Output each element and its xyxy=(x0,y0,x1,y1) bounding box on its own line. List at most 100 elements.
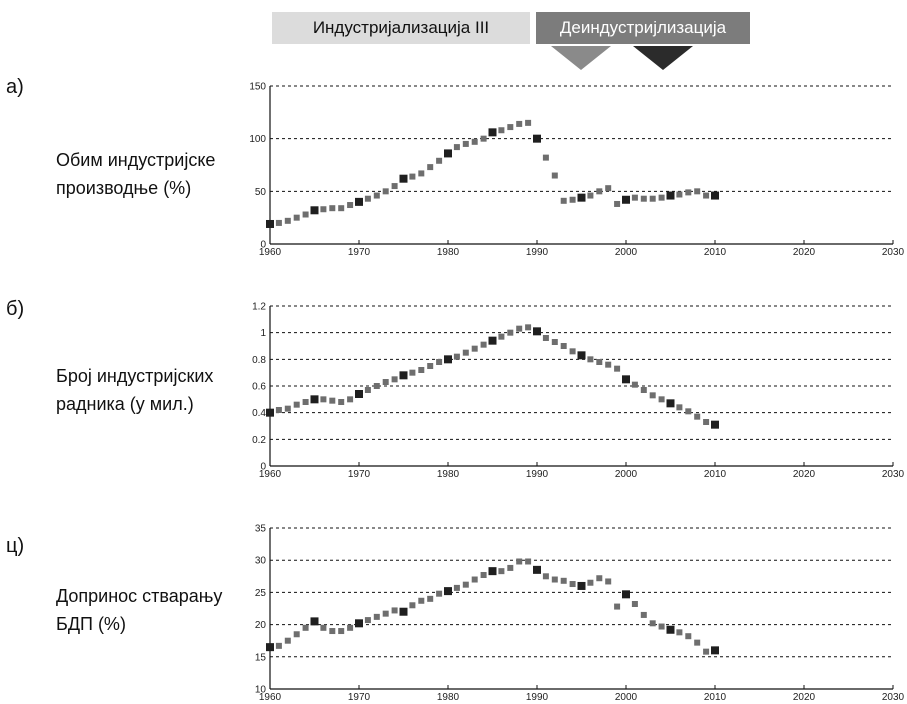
y-tick-label: 100 xyxy=(249,134,266,145)
data-point xyxy=(516,325,523,332)
y-tick-label: 0.2 xyxy=(252,435,266,446)
data-point xyxy=(622,195,630,204)
data-point xyxy=(498,568,505,575)
data-point xyxy=(409,602,416,609)
y-tick-label: 0 xyxy=(260,240,266,251)
data-point xyxy=(471,576,478,583)
data-point xyxy=(391,376,398,383)
data-point xyxy=(596,575,603,582)
data-point xyxy=(694,639,701,646)
data-point xyxy=(488,336,497,345)
data-point xyxy=(338,399,345,405)
data-point xyxy=(631,194,638,201)
x-tick-label: 1980 xyxy=(437,247,460,258)
data-point xyxy=(703,419,710,425)
row-description-c-line1: Допринос стварању xyxy=(56,586,223,606)
x-tick-label: 2030 xyxy=(882,469,905,480)
x-tick-label: 1990 xyxy=(526,692,549,703)
data-point xyxy=(533,565,541,574)
y-tick-label: 150 xyxy=(249,82,266,93)
data-point xyxy=(488,128,497,137)
data-point xyxy=(399,371,408,380)
data-point xyxy=(399,607,408,616)
data-point xyxy=(444,587,452,596)
period-industrialization-label: Индустријализација III xyxy=(312,18,490,37)
data-point xyxy=(640,195,647,202)
data-point xyxy=(409,173,416,180)
data-point xyxy=(453,584,460,591)
data-point xyxy=(525,558,532,565)
x-tick-label: 1980 xyxy=(437,469,460,480)
data-point xyxy=(329,397,336,404)
data-point xyxy=(560,197,567,204)
row-description-a: Обим индустријске производње (%) xyxy=(56,146,215,202)
data-point xyxy=(418,367,425,373)
period-industrialization-bar: Индустријализација III xyxy=(272,12,530,44)
data-point xyxy=(649,195,656,202)
data-point xyxy=(418,170,425,177)
data-point xyxy=(658,194,665,201)
data-point xyxy=(338,628,345,635)
x-tick-label: 1990 xyxy=(526,247,549,258)
data-point xyxy=(480,572,487,579)
x-tick-label: 1970 xyxy=(348,692,371,703)
data-point xyxy=(364,387,371,393)
data-point xyxy=(516,120,523,127)
data-point xyxy=(382,379,389,385)
data-point xyxy=(320,624,327,631)
data-point xyxy=(462,140,469,147)
data-point xyxy=(444,355,452,364)
data-point xyxy=(480,135,487,142)
data-point xyxy=(605,185,612,192)
data-point xyxy=(364,195,371,202)
data-point xyxy=(409,369,416,376)
x-tick-label: 1960 xyxy=(259,692,282,703)
data-point xyxy=(649,620,656,627)
y-tick-label: 0 xyxy=(260,462,266,473)
data-point xyxy=(302,211,309,218)
data-point xyxy=(347,202,354,209)
data-point xyxy=(577,193,586,202)
data-point xyxy=(382,188,389,195)
data-point xyxy=(587,579,594,586)
data-point xyxy=(676,404,683,411)
data-point xyxy=(391,183,398,190)
y-tick-label: 50 xyxy=(255,187,267,198)
data-point xyxy=(507,329,514,336)
data-point xyxy=(711,191,719,200)
data-point xyxy=(614,603,621,610)
y-tick-label: 35 xyxy=(255,524,267,535)
row-description-a-line1: Обим индустријске xyxy=(56,150,216,170)
data-point xyxy=(587,192,594,199)
data-point xyxy=(551,576,558,583)
data-point xyxy=(533,327,541,336)
y-tick-label: 0.8 xyxy=(252,355,266,366)
data-point xyxy=(462,349,469,356)
row-letter-b: б) xyxy=(6,298,25,320)
data-point xyxy=(685,408,692,415)
data-point xyxy=(373,613,380,620)
data-point xyxy=(658,623,665,630)
data-point xyxy=(284,405,291,412)
x-tick-label: 1960 xyxy=(259,247,282,258)
data-point xyxy=(373,192,380,199)
data-point xyxy=(329,628,336,635)
data-point xyxy=(266,643,274,652)
data-point xyxy=(577,351,586,360)
data-point xyxy=(596,359,603,365)
data-point xyxy=(488,567,497,576)
data-point xyxy=(560,577,567,584)
data-point xyxy=(676,191,683,198)
data-point xyxy=(658,396,665,403)
data-point xyxy=(525,119,532,126)
data-point xyxy=(275,642,282,649)
data-point xyxy=(577,581,586,590)
data-point xyxy=(471,345,478,352)
data-point xyxy=(605,361,612,368)
data-point xyxy=(355,197,363,206)
row-letter-c: ц) xyxy=(6,535,25,557)
x-tick-label: 2020 xyxy=(793,692,816,703)
data-point xyxy=(320,206,327,213)
data-point xyxy=(427,363,434,369)
data-point xyxy=(703,192,710,199)
